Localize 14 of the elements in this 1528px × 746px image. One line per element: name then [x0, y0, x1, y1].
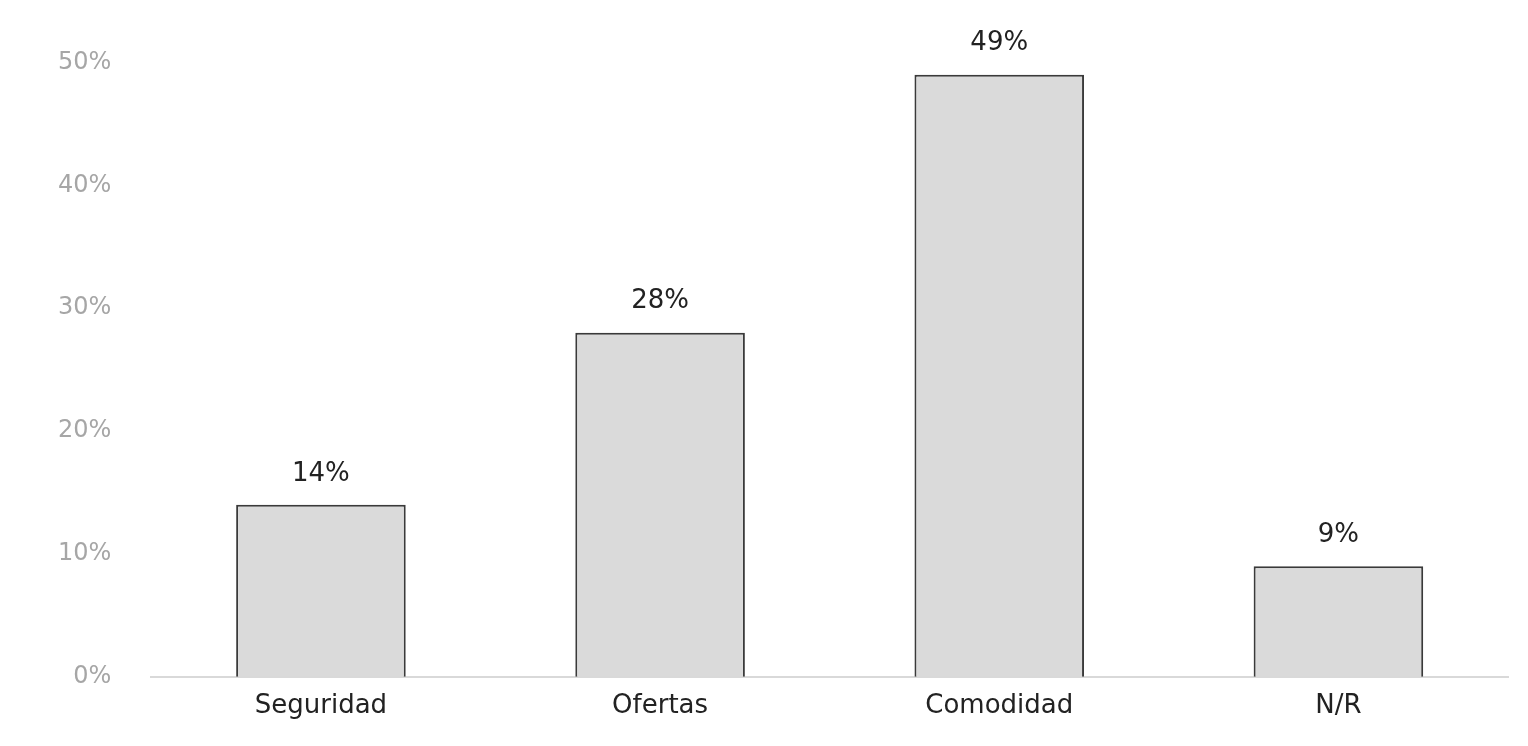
- x-tick-label: Comodidad: [925, 689, 1074, 720]
- x-tick-label: Ofertas: [612, 689, 709, 720]
- y-tick-label: 40%: [58, 169, 112, 198]
- x-tick-label: N/R: [1315, 689, 1362, 720]
- data-label: 49%: [970, 26, 1029, 57]
- data-label: 14%: [292, 456, 350, 487]
- y-tick-label: 30%: [58, 292, 112, 321]
- x-tick-label: Seguridad: [254, 689, 388, 720]
- data-label: 28%: [631, 284, 689, 315]
- y-tick-label: 10%: [58, 538, 112, 567]
- data-label: 9%: [1317, 517, 1360, 548]
- y-tick-label: 50%: [58, 46, 112, 75]
- y-tick-label: 20%: [58, 415, 112, 444]
- y-tick-label: 0%: [73, 661, 112, 690]
